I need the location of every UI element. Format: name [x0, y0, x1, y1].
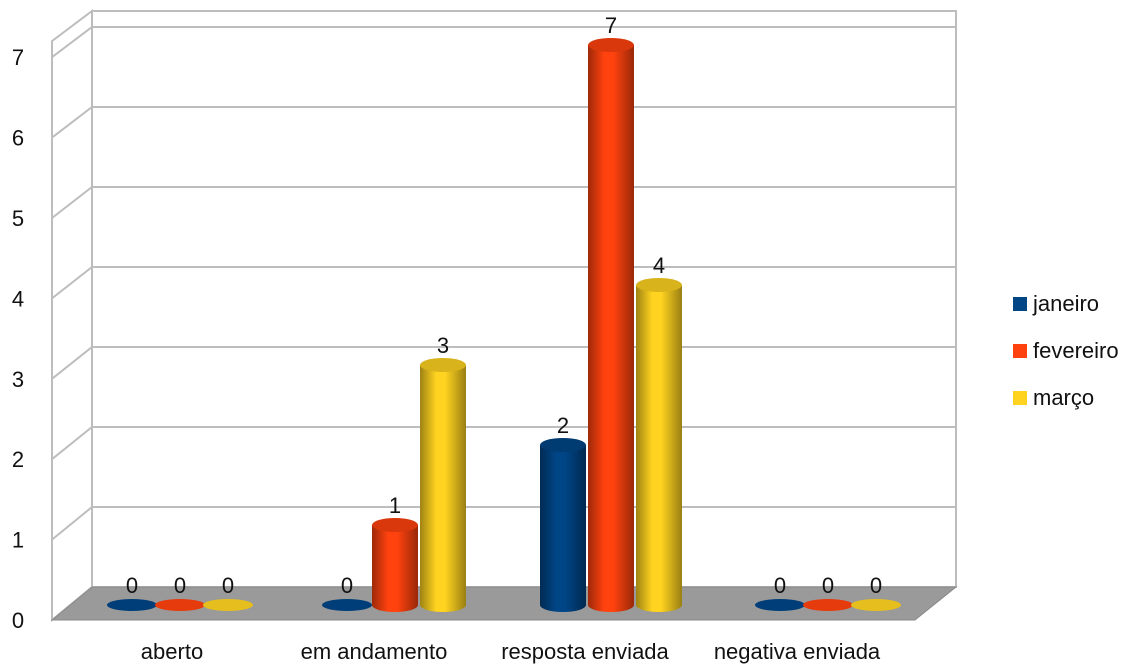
bar-aberto-fevereiro	[155, 599, 205, 611]
data-label-negativa-enviada-janeiro: 0	[774, 573, 786, 598]
x-tick-negativa-enviada: negativa enviada	[714, 639, 881, 664]
x-tick-aberto: aberto	[141, 639, 203, 664]
y-tick-3: 3	[12, 367, 24, 392]
bar-negativa-enviada-fevereiro	[803, 599, 853, 611]
y-axis-ticks: 0 1 2 3 4 5 6 7	[12, 45, 24, 633]
side-wall	[51, 8, 93, 623]
legend-label-marco: março	[1033, 384, 1095, 410]
legend-label-fevereiro: fevereiro	[1033, 337, 1119, 363]
bar-em-andamento-janeiro-disc	[322, 599, 372, 611]
y-tick-7: 7	[12, 45, 24, 70]
data-label-resposta-enviada-marco: 4	[653, 253, 665, 278]
bar-negativa-enviada-fevereiro-disc	[803, 599, 853, 611]
legend-swatch-marco	[1013, 390, 1027, 405]
y-tick-4: 4	[12, 286, 24, 311]
gridlines	[51, 26, 956, 541]
bar-em-andamento-fevereiro-body	[372, 525, 418, 612]
x-tick-em-andamento: em andamento	[301, 639, 448, 664]
data-label-aberto-fevereiro: 0	[174, 573, 186, 598]
bar-aberto-janeiro	[107, 599, 157, 611]
bar-aberto-janeiro-disc	[107, 599, 157, 611]
data-label-em-andamento-fevereiro: 1	[389, 493, 401, 518]
data-label-resposta-enviada-janeiro: 2	[557, 413, 569, 438]
y-tick-5: 5	[12, 206, 24, 231]
gridline-7	[51, 26, 956, 58]
floor-plane	[50, 586, 958, 621]
data-label-resposta-enviada-fevereiro: 7	[605, 13, 617, 38]
y-tick-1: 1	[12, 528, 24, 553]
legend-swatch-janeiro	[1013, 296, 1027, 311]
bar-resposta-enviada-marco	[636, 278, 682, 612]
bar-negativa-enviada-janeiro	[755, 599, 805, 611]
bar-resposta-enviada-janeiro-body	[540, 445, 586, 612]
data-labels: 0 0 0 0 1 3 2 7 4 0 0 0	[126, 13, 882, 598]
gridline-6	[51, 106, 956, 139]
y-tick-2: 2	[12, 447, 24, 472]
bar-negativa-enviada-marco-disc	[851, 599, 901, 611]
bar-resposta-enviada-janeiro-top	[540, 438, 586, 452]
data-label-em-andamento-janeiro: 0	[341, 573, 353, 598]
data-label-aberto-marco: 0	[222, 573, 234, 598]
y-tick-0: 0	[12, 608, 24, 633]
bar-negativa-enviada-janeiro-disc	[755, 599, 805, 611]
bar-resposta-enviada-marco-body	[636, 285, 682, 612]
gridline-5	[51, 186, 956, 219]
gridline-4	[51, 266, 956, 300]
chart-walls	[51, 8, 957, 623]
bar-resposta-enviada-fevereiro	[588, 38, 634, 612]
bar-em-andamento-marco	[420, 358, 466, 612]
bar-aberto-marco-disc	[203, 599, 253, 611]
legend: janeiro fevereiro março	[1013, 280, 1119, 421]
bar-em-andamento-fevereiro	[372, 518, 418, 612]
legend-item-janeiro: janeiro	[1013, 280, 1119, 327]
bar-em-andamento-marco-body	[420, 365, 466, 612]
bars	[107, 38, 901, 612]
bar-negativa-enviada-marco	[851, 599, 901, 611]
bar-resposta-enviada-marco-top	[636, 278, 682, 292]
bar-em-andamento-janeiro	[322, 599, 372, 611]
back-wall	[91, 10, 957, 588]
gridline-3	[51, 346, 956, 380]
gridline-1	[51, 506, 956, 541]
legend-item-fevereiro: fevereiro	[1013, 327, 1119, 374]
gridline-2	[51, 426, 956, 460]
data-label-negativa-enviada-marco: 0	[870, 573, 882, 598]
bar-em-andamento-marco-top	[420, 358, 466, 372]
bar-resposta-enviada-fevereiro-top	[588, 38, 634, 52]
bar-aberto-marco	[203, 599, 253, 611]
legend-item-marco: março	[1013, 374, 1119, 421]
data-label-negativa-enviada-fevereiro: 0	[822, 573, 834, 598]
x-axis-ticks: aberto em andamento resposta enviada negati…	[141, 639, 881, 664]
bar-aberto-fevereiro-disc	[155, 599, 205, 611]
y-tick-6: 6	[12, 126, 24, 151]
data-label-aberto-janeiro: 0	[126, 573, 138, 598]
chart-floor	[50, 586, 958, 621]
x-tick-resposta-enviada: resposta enviada	[501, 639, 669, 664]
bar-em-andamento-fevereiro-top	[372, 518, 418, 532]
legend-swatch-fevereiro	[1013, 343, 1027, 358]
bar-resposta-enviada-janeiro	[540, 438, 586, 612]
legend-label-janeiro: janeiro	[1033, 290, 1100, 316]
data-label-em-andamento-marco: 3	[437, 333, 449, 358]
bar-resposta-enviada-fevereiro-body	[588, 45, 634, 612]
